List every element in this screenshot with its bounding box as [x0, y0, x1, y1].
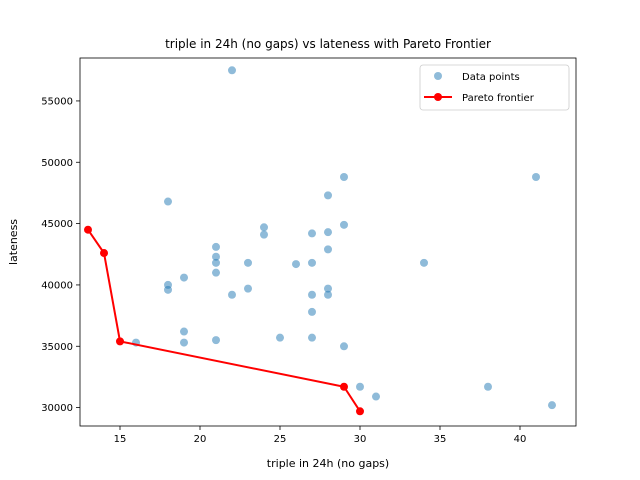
data-point [212, 252, 220, 261]
data-point [340, 220, 348, 229]
y-tick-label: 50000 [41, 158, 73, 169]
data-point [212, 242, 220, 251]
data-point [324, 191, 332, 200]
data-point [228, 66, 236, 75]
y-tick-label: 35000 [41, 342, 73, 353]
legend-marker-pareto-frontier [434, 93, 442, 101]
x-tick-label: 35 [434, 434, 447, 445]
x-tick-label: 25 [274, 434, 287, 445]
data-point [548, 401, 556, 410]
chart-title: triple in 24h (no gaps) vs lateness with… [165, 37, 491, 51]
data-point [420, 258, 428, 267]
y-tick-label: 40000 [41, 280, 73, 291]
y-axis-ticks: 30000 35000 40000 45000 50000 55000 [41, 96, 80, 414]
data-point [260, 230, 268, 239]
y-tick-label: 55000 [41, 96, 73, 107]
plot-frame [79, 57, 577, 427]
data-point [212, 336, 220, 345]
data-point [244, 258, 252, 267]
legend-label-data-points: Data points [462, 72, 520, 83]
y-tick-label: 30000 [41, 403, 73, 414]
x-tick-label: 20 [194, 434, 207, 445]
data-point [292, 260, 300, 269]
data-point [356, 382, 364, 391]
legend-box [419, 64, 570, 111]
data-point [180, 338, 188, 347]
data-point [324, 228, 332, 237]
data-point [164, 285, 172, 294]
data-point [212, 258, 220, 267]
data-point [212, 268, 220, 277]
data-points-layer [132, 66, 556, 410]
pareto-point [356, 407, 364, 416]
data-point [276, 333, 284, 342]
pareto-point [84, 225, 92, 234]
data-point [340, 342, 348, 351]
pareto-point [100, 249, 108, 258]
data-point [228, 290, 236, 299]
pareto-point [116, 337, 124, 346]
data-point [308, 290, 316, 299]
data-point [324, 284, 332, 293]
x-axis-label: triple in 24h (no gaps) [267, 457, 389, 470]
pareto-point [340, 382, 348, 391]
x-tick-label: 15 [114, 434, 127, 445]
data-point [180, 273, 188, 282]
x-tick-label: 40 [514, 434, 527, 445]
y-tick-label: 45000 [41, 219, 73, 230]
data-point [532, 172, 540, 181]
legend-marker-data-points [434, 72, 442, 80]
data-point [244, 284, 252, 293]
data-point [260, 223, 268, 232]
data-point [324, 290, 332, 299]
plot-area [80, 58, 576, 426]
data-point [484, 382, 492, 391]
legend: Data points Pareto frontier [419, 64, 570, 111]
data-point [340, 172, 348, 181]
data-point [372, 392, 380, 401]
data-point [308, 258, 316, 267]
data-point [324, 245, 332, 254]
legend-label-pareto-frontier: Pareto frontier [462, 93, 535, 104]
pareto-frontier-layer [84, 225, 364, 416]
data-point [180, 327, 188, 336]
data-point [164, 197, 172, 206]
data-point [308, 333, 316, 342]
data-point [308, 229, 316, 238]
data-point [308, 307, 316, 316]
x-tick-label: 30 [354, 434, 367, 445]
y-axis-label: lateness [7, 219, 20, 265]
x-axis-ticks: 15 20 25 30 35 40 [114, 426, 527, 445]
